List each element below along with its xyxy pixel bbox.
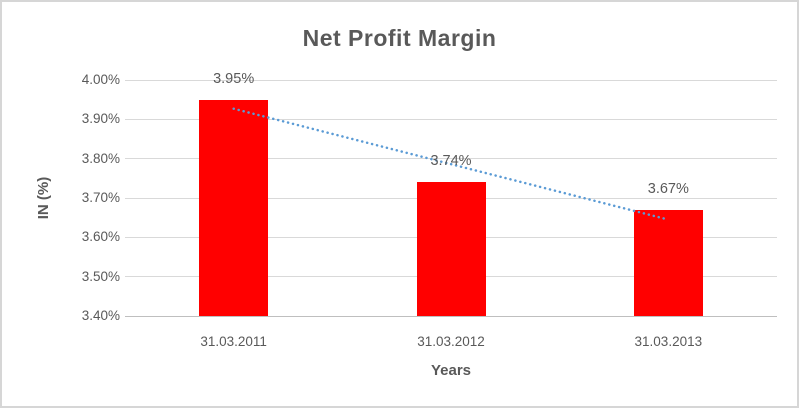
y-tick-label: 4.00%	[81, 72, 120, 87]
y-tick-label: 3.50%	[81, 268, 120, 284]
bar-31.03.2012	[416, 182, 486, 316]
y-tick-label: 3.40%	[81, 308, 120, 323]
y-tick-label: 3.80%	[81, 150, 120, 166]
bar-data-label: 3.67%	[647, 180, 689, 197]
x-tick-label: 31.03.2011	[200, 334, 267, 349]
gridline	[125, 79, 777, 81]
bar-31.03.2013	[633, 209, 703, 316]
x-axis-title: Years	[430, 362, 472, 379]
bar-data-label: 3.74%	[430, 153, 472, 170]
chart-title: Net Profit Margin	[302, 25, 497, 51]
y-tick-label: 3.70%	[81, 190, 120, 205]
x-tick-label: 31.03.2012	[417, 334, 485, 349]
bar-data-label: 3.95%	[213, 70, 255, 87]
x-axis-line	[125, 315, 777, 317]
y-tick-label: 3.60%	[81, 229, 120, 245]
y-tick-label: 3.90%	[81, 111, 120, 127]
bar-31.03.2011	[199, 99, 269, 316]
x-tick-label: 31.03.2013	[634, 334, 703, 349]
